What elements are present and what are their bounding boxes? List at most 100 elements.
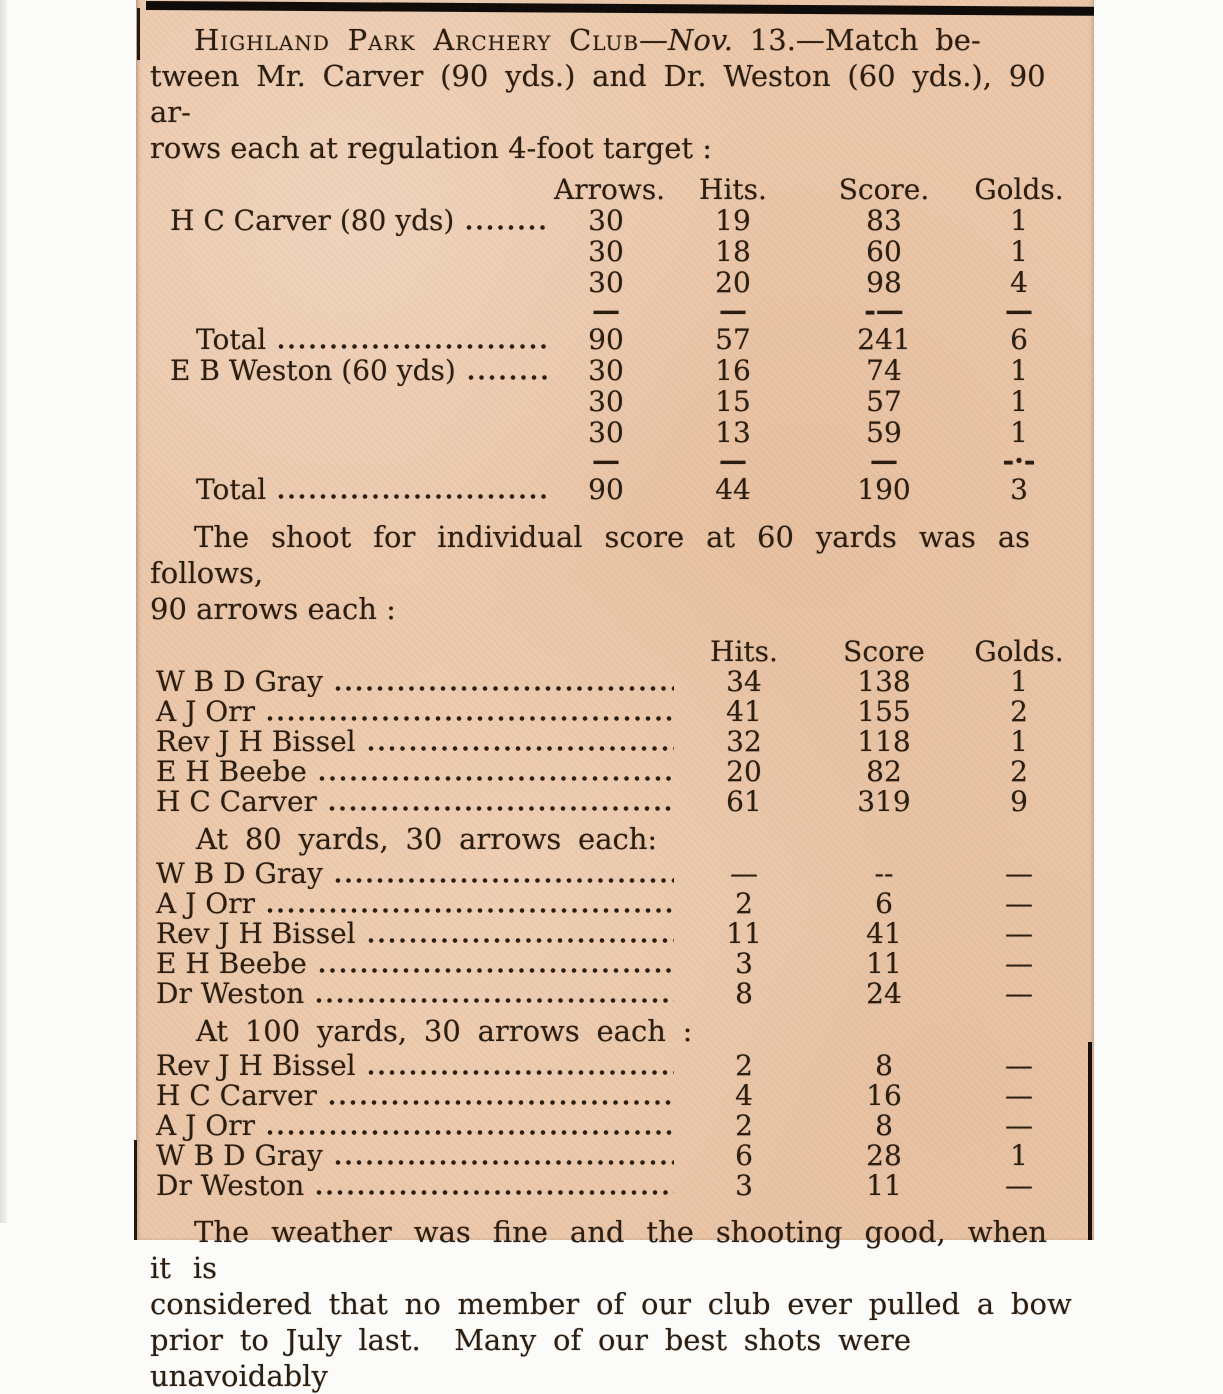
cell-value: — [1005, 294, 1033, 327]
cell-value: 1 [1010, 235, 1028, 268]
cell-value: — [1005, 917, 1033, 950]
intro-paragraph: Highland Park Archery Club—Nov. 13.—Matc… [150, 22, 1078, 166]
cell-value: 18 [715, 235, 751, 268]
cell-value: — [1005, 1169, 1033, 1202]
closing-paragraph: The weather was fine and the shooting go… [150, 1214, 1078, 1394]
intro-line3: rows each at regulation 4-foot target : [150, 131, 713, 165]
cell-value: 83 [866, 204, 902, 237]
intro-date: Nov. [668, 23, 734, 57]
table-row: W B D Gray — -- — [150, 859, 1078, 889]
row-label: Rev J H Bissel [156, 1049, 356, 1082]
cell-value: — [1005, 887, 1033, 920]
cell-value: 1 [1010, 725, 1028, 758]
cell-value: 1 [1010, 385, 1028, 418]
cell-value: 30 [588, 385, 624, 418]
dot-leader [367, 1069, 674, 1076]
cell-value: 41 [866, 917, 902, 950]
column-header: Score. [838, 173, 930, 206]
para2-line2: 90 arrows each : [150, 592, 396, 626]
individual-score-table: Hits. Score Golds. W B D Gray 34 138 1 A J Orr 4… [150, 637, 1078, 1201]
cell-value: -·- [1002, 444, 1036, 477]
dot-leader [334, 685, 674, 692]
table-row: W B D Gray 6 28 1 [150, 1141, 1078, 1171]
cell-value: 57 [866, 385, 902, 418]
cell-value: 19 [715, 204, 751, 237]
cell-value: -— [864, 294, 904, 327]
row-label: W B D Gray [156, 1139, 323, 1172]
table-row: W B D Gray 34 138 1 [150, 667, 1078, 697]
column-header: Arrows. [554, 173, 666, 206]
cell-value: — [1005, 857, 1033, 890]
column-header: Golds. [974, 173, 1064, 206]
intro-line2: tween Mr. Carver (90 yds.) and Dr. Westo… [150, 59, 1046, 129]
table-row: Total 90 57 241 6 [150, 324, 1078, 355]
left-column-rule-bottom [134, 1140, 137, 1240]
table-row: H C Carver 4 16 — [150, 1081, 1078, 1111]
cell-value: 16 [866, 1079, 902, 1112]
cell-value: 2 [1010, 695, 1028, 728]
row-label: H C Carver (80 yds) [170, 204, 455, 237]
cell-value: — [592, 444, 620, 477]
cell-value: 118 [857, 725, 911, 758]
column-header: Hits. [699, 173, 767, 206]
table-row: Total 90 44 190 3 [150, 474, 1078, 505]
cell-value: — [1005, 1109, 1033, 1142]
cell-value: 1 [1010, 416, 1028, 449]
cell-value: 90 [588, 323, 624, 356]
dot-leader [316, 1189, 674, 1196]
row-label: Rev J H Bissel [156, 917, 356, 950]
table-row: 30 18 60 1 [150, 236, 1078, 267]
cell-value: 3 [735, 947, 753, 980]
left-column-rule-top [137, 8, 140, 60]
cell-value: 30 [588, 354, 624, 387]
dot-leader [318, 967, 674, 974]
cell-value: 190 [857, 473, 911, 506]
dot-leader [367, 745, 674, 752]
table-row: H C Carver 61 319 9 [150, 787, 1078, 817]
row-label: E H Beebe [156, 755, 307, 788]
dot-leader [278, 343, 548, 350]
table-row: E H Beebe 20 82 2 [150, 757, 1078, 787]
dot-leader [367, 937, 674, 944]
table-row: A J Orr 2 8 — [150, 1111, 1078, 1141]
intro-line1-rest: 13.—Match be- [733, 23, 981, 57]
right-column-rule-bottom [1088, 1042, 1092, 1240]
intro-dash: — [639, 23, 669, 57]
cell-value: 30 [588, 204, 624, 237]
cell-value: -- [874, 857, 894, 890]
newspaper-clipping: Highland Park Archery Club—Nov. 13.—Matc… [134, 0, 1095, 1393]
dot-leader [316, 997, 674, 1004]
dot-leader [318, 775, 674, 782]
table-section-heading: At 80 yards, 30 arrows each: [196, 822, 658, 856]
cell-value: — [870, 444, 898, 477]
table-header-row: Hits. Score Golds. [150, 637, 1078, 667]
cell-value: 11 [726, 917, 762, 950]
cell-value: 1 [1010, 204, 1028, 237]
row-label: W B D Gray [156, 857, 323, 890]
footer-line3: prior to July last. Many of our best sho… [150, 1323, 912, 1393]
cell-value: 32 [726, 725, 762, 758]
cell-value: 11 [866, 1169, 902, 1202]
row-label: H C Carver [156, 785, 317, 818]
cell-value: 138 [857, 665, 911, 698]
cell-value: 155 [857, 695, 911, 728]
para2-line1: The shoot for individual score at 60 yar… [150, 520, 1031, 590]
cell-value: 2 [735, 1109, 753, 1142]
cell-value: — [1005, 1079, 1033, 1112]
cell-value: 34 [726, 665, 762, 698]
cell-value: 9 [1010, 785, 1028, 818]
individual-shoot-paragraph: The shoot for individual score at 60 yar… [150, 519, 1078, 627]
cell-value: 1 [1010, 1139, 1028, 1172]
dot-leader [328, 805, 674, 812]
cell-value: 57 [715, 323, 751, 356]
cell-value: 15 [715, 385, 751, 418]
cell-value: 4 [735, 1079, 753, 1112]
cell-value: 30 [588, 266, 624, 299]
row-label: Total [196, 323, 267, 356]
column-header: Score [843, 635, 925, 668]
row-label: H C Carver [156, 1079, 317, 1112]
cell-value: 13 [715, 416, 751, 449]
cell-value: 60 [866, 235, 902, 268]
row-label: Total [196, 473, 267, 506]
scanned-page: { "colors":{ "paper":"#eac5a7", "ink":"#… [0, 0, 1095, 1393]
